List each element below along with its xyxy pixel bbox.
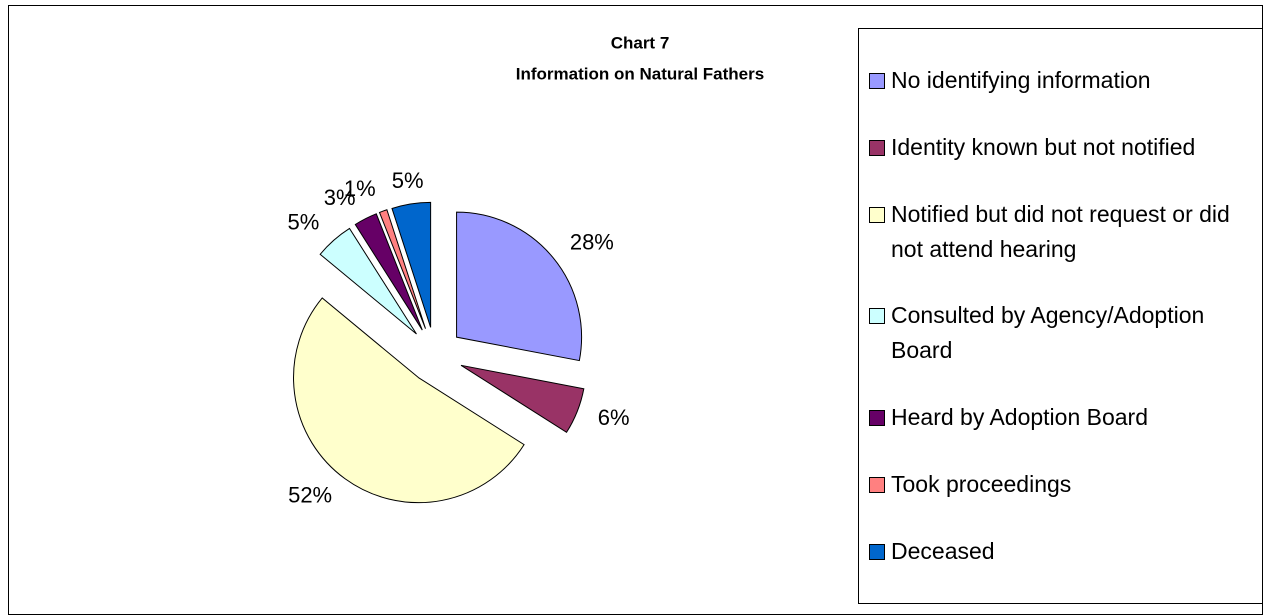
legend-swatch bbox=[869, 139, 885, 156]
pie-slice bbox=[378, 209, 426, 329]
legend-label: Took proceedings bbox=[891, 471, 1072, 498]
legend-label: Notified but did not request or did not … bbox=[891, 200, 1230, 262]
legend-swatch bbox=[869, 543, 885, 560]
pie-slice bbox=[456, 211, 583, 362]
pie-slice bbox=[354, 213, 423, 331]
legend: No identifying information Identity known… bbox=[858, 28, 1262, 604]
legend-label: Deceased bbox=[891, 537, 995, 564]
legend-item: Took proceedings bbox=[869, 467, 1262, 502]
legend-item: Notified but did not request or did not … bbox=[869, 197, 1262, 267]
legend-swatch bbox=[869, 308, 885, 325]
pie-slice bbox=[319, 227, 417, 335]
chart-subtitle: Information on Natural Fathers bbox=[516, 64, 764, 83]
legend-swatch bbox=[869, 72, 885, 89]
legend-item: No identifying information bbox=[869, 63, 1262, 98]
pie-slice bbox=[391, 201, 432, 328]
legend-label: No identifying information bbox=[891, 66, 1151, 93]
legend-item: Identity known but not notified bbox=[869, 130, 1262, 165]
legend-swatch bbox=[869, 410, 885, 427]
data-label: 1% bbox=[344, 176, 376, 201]
data-label: 5% bbox=[287, 210, 319, 235]
data-label: 28% bbox=[570, 229, 614, 254]
legend-label: Heard by Adoption Board bbox=[891, 404, 1149, 431]
legend-item: Heard by Adoption Board bbox=[869, 400, 1262, 435]
data-label: 3% bbox=[324, 185, 356, 210]
data-label: 5% bbox=[392, 168, 424, 193]
legend-label: Identity known but not notified bbox=[891, 133, 1196, 160]
legend-item: Consulted by Agency/Adoption Board bbox=[869, 298, 1262, 368]
legend-label: Consulted by Agency/Adoption Board bbox=[891, 302, 1205, 364]
data-label: 6% bbox=[598, 405, 630, 430]
pie-slice bbox=[293, 297, 525, 504]
legend-item: Deceased bbox=[869, 534, 1262, 569]
chart-title: Chart 7 bbox=[611, 33, 670, 52]
pie-slice bbox=[460, 364, 585, 433]
data-label: 52% bbox=[288, 482, 332, 507]
legend-swatch bbox=[869, 477, 885, 494]
legend-swatch bbox=[869, 206, 885, 223]
